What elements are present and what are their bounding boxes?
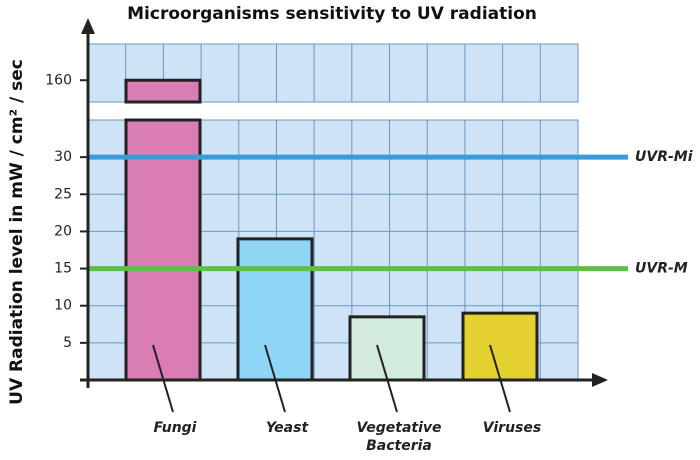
bar [236,237,314,382]
y-axis-arrow [81,18,95,34]
y-tick-label: 10 [54,298,72,314]
bar [348,315,426,382]
y-tick-label: 25 [54,186,72,202]
chart-title: Microorganisms sensitivity to UV radiati… [127,4,537,24]
y-axis-label: UV Radiation level in mW / cm² / sec [7,59,27,405]
bar-upper [124,78,202,104]
category-label: Vegetative Bacteria [356,420,442,454]
category-label: Yeast [265,420,309,436]
y-tick-label: 20 [54,223,72,239]
y-tick-label: 5 [63,335,72,351]
category-label: Viruses [482,420,542,436]
axis-break [85,104,585,118]
x-axis-arrow [592,373,608,387]
bar [124,118,202,382]
category-label: Fungi [153,420,197,436]
reference-label: UVR-Mi [635,149,693,165]
reference-label: UVR-M [635,261,688,277]
bar [461,311,539,382]
y-tick-label: 15 [54,261,72,277]
y-tick-label: 160 [45,72,72,88]
y-tick-label: 30 [54,149,72,165]
